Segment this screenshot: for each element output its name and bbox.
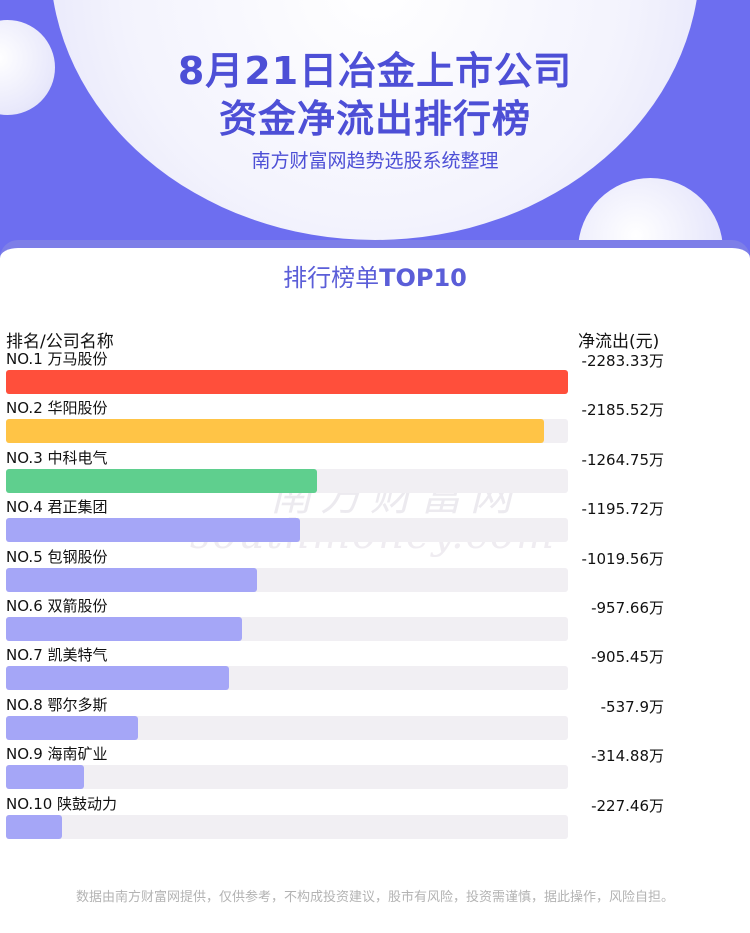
bar	[6, 567, 257, 592]
page-title-line1: 8月21日冶金上市公司	[177, 49, 573, 93]
bar	[6, 666, 229, 691]
bar-label: NO.9 海南矿业	[6, 745, 108, 764]
bar-label: NO.10 陕鼓动力	[6, 794, 118, 813]
bar-value-label: -2185.52万	[581, 401, 664, 420]
bar	[6, 370, 568, 394]
bar-label: NO.6 双箭股份	[6, 597, 108, 615]
bar-value-label: -227.46万	[591, 796, 664, 815]
bar-label: NO.5 包钢股份	[6, 547, 108, 566]
bar	[6, 468, 318, 493]
bar	[6, 617, 242, 641]
bar-value-label: -1264.75万	[581, 450, 664, 469]
bar-track	[6, 765, 568, 790]
bar-track	[6, 518, 568, 543]
footer-disclaimer: 数据由南方财富网提供，仅供参考，不构成投资建议，股市有风险，投资需谨慎，据此操作…	[75, 890, 674, 905]
bar-value-label: -2283.33万	[581, 352, 664, 370]
header-banner: 8月21日冶金上市公司 资金净流出排行榜 南方财富网趋势选股系统整理	[0, 0, 750, 260]
card-title-bold: TOP10	[379, 264, 467, 292]
page-subtitle: 南方财富网趋势选股系统整理	[251, 150, 499, 172]
bar-track	[6, 715, 568, 740]
bar-track	[6, 617, 568, 641]
bar-value-label: -1195.72万	[581, 500, 664, 519]
bar	[6, 814, 62, 839]
bar-track	[6, 814, 568, 839]
bar-value-label: -314.88万	[591, 747, 664, 766]
bar	[6, 715, 139, 740]
bar-value-label: -957.66万	[591, 599, 664, 617]
column-header-netflow: 净流出(元)	[578, 332, 660, 352]
bar-track	[6, 567, 568, 592]
bar-track	[6, 468, 568, 493]
bar	[6, 419, 544, 444]
page-title-line2: 资金净流出排行榜	[218, 97, 531, 141]
bar	[6, 765, 84, 790]
bar-label: NO.3 中科电气	[6, 448, 108, 467]
bar-label: NO.2 华阳股份	[6, 399, 108, 418]
column-header-rank: 排名/公司名称	[6, 332, 114, 352]
bar	[6, 518, 301, 543]
bar-label: NO.7 凯美特气	[6, 646, 108, 665]
card-title: 排行榜单TOP10	[0, 258, 750, 293]
bar-label: NO.1 万马股份	[6, 350, 108, 368]
bar-value-label: -1019.56万	[581, 549, 664, 568]
bar-value-label: -537.9万	[600, 697, 664, 716]
bar-track	[6, 370, 568, 394]
bar-track	[6, 666, 568, 691]
bar-track	[6, 419, 568, 444]
bar-value-label: -905.45万	[591, 648, 664, 667]
bar-label: NO.8 鄂尔多斯	[6, 695, 108, 714]
card-title-prefix: 排行榜单	[283, 264, 380, 292]
bar-label: NO.4 君正集团	[6, 498, 108, 517]
